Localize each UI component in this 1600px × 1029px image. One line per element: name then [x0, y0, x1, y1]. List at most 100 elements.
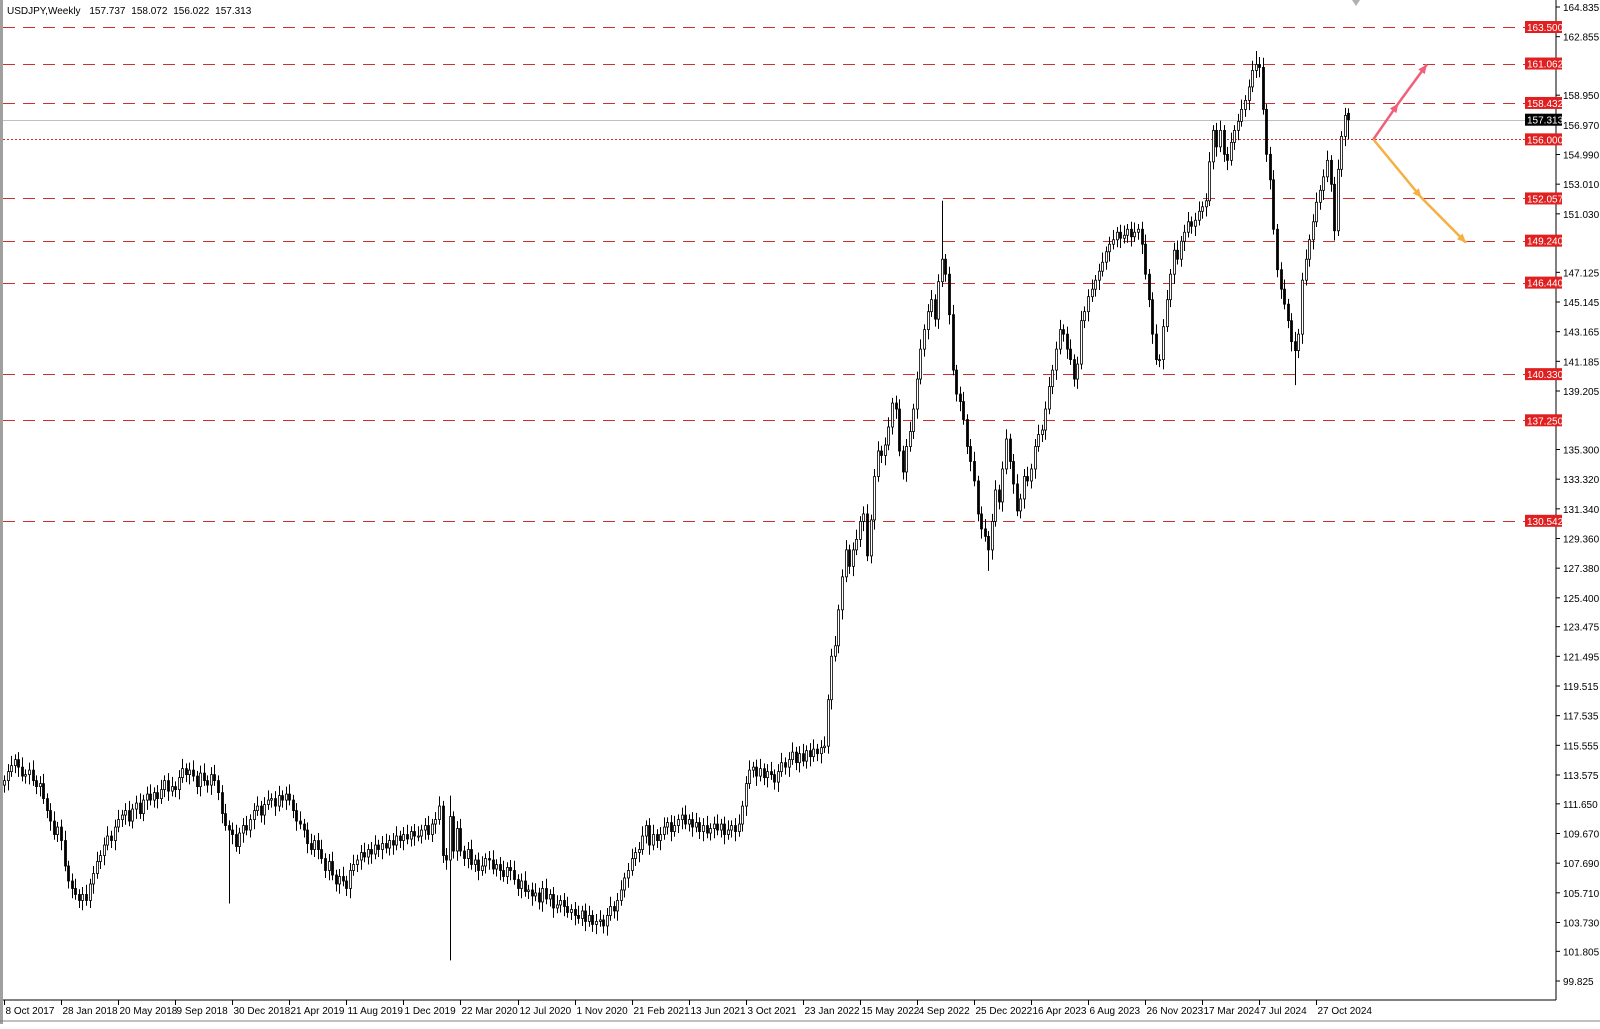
- level-price-label: 152.057: [1525, 192, 1564, 205]
- candle: [959, 386, 962, 412]
- candle: [891, 397, 894, 435]
- bull-candle-body: [627, 870, 630, 879]
- candle: [196, 770, 199, 795]
- bear-candle-body: [691, 819, 694, 828]
- candle: [49, 803, 52, 831]
- bull-candle-body: [188, 769, 191, 776]
- candle: [349, 863, 352, 899]
- bull-candle-body: [434, 819, 437, 825]
- candle: [666, 817, 669, 835]
- bear-candle-body: [602, 919, 605, 927]
- bear-candle-body: [770, 771, 773, 776]
- level-price-label: 163.500: [1525, 21, 1564, 34]
- candle: [1237, 113, 1240, 141]
- candle: [902, 445, 905, 480]
- candle: [210, 767, 213, 795]
- candle: [495, 859, 498, 877]
- price-axis[interactable]: 164.835 162.855 158.950 156.970 154.990 153.0…: [1556, 3, 1600, 988]
- bear-candle-body: [74, 888, 77, 895]
- bear-candle-body: [1190, 221, 1193, 227]
- bull-candle-body: [1326, 159, 1329, 178]
- level-price-label: 158.432: [1525, 96, 1564, 110]
- bull-candle-body: [834, 645, 837, 657]
- candle: [67, 860, 70, 889]
- bull-candle-body: [256, 805, 259, 811]
- candle: [909, 421, 912, 452]
- candle: [566, 896, 569, 918]
- price-tick-label: 129.360: [1563, 534, 1600, 545]
- candle: [242, 818, 245, 843]
- time-axis[interactable]: 8 Oct 2017 28 Jan 2018 20 May 2018 9 Sep 20…: [4, 1000, 1373, 1017]
- candle: [424, 818, 427, 840]
- bear-candle-body: [295, 810, 298, 822]
- bear-candle-body: [1066, 333, 1069, 350]
- bear-candle-body: [1062, 329, 1065, 335]
- candle: [527, 884, 530, 899]
- bull-candle-body: [381, 843, 384, 850]
- bull-candle-body: [163, 780, 166, 791]
- bull-candle-body: [1123, 234, 1126, 239]
- bull-candle-body: [114, 826, 117, 841]
- bear-candle-body: [492, 859, 495, 870]
- candle: [160, 779, 163, 804]
- candle: [994, 480, 997, 527]
- level-price-label-background: [1525, 192, 1562, 205]
- bear-candle-body: [656, 834, 659, 841]
- bear-candle-body: [499, 864, 502, 871]
- candle: [92, 866, 95, 894]
- bear-candle-body: [185, 768, 188, 776]
- price-tick-label: 145.145: [1563, 298, 1600, 309]
- bull-candle-body: [1137, 228, 1140, 233]
- candle: [848, 544, 851, 574]
- level-price-label-text: 156.000: [1527, 135, 1564, 146]
- arrowhead-icon: [1412, 188, 1422, 198]
- bull-candle-body: [713, 823, 716, 829]
- date-tick-label: 6 Aug 2023: [1090, 1006, 1141, 1017]
- candle: [1219, 120, 1222, 153]
- candle: [78, 889, 81, 908]
- candle: [845, 540, 848, 583]
- bear-candle-body: [288, 793, 291, 801]
- candle: [1105, 246, 1108, 270]
- bull-candle-body: [638, 849, 641, 853]
- candle: [213, 764, 216, 786]
- candle: [1037, 424, 1040, 452]
- date-tick-label: 4 Sep 2022: [919, 1006, 971, 1017]
- chart-shift-marker-icon[interactable]: [1352, 0, 1360, 6]
- price-tick-label: 151.030: [1563, 210, 1600, 221]
- price-tick-label: 162.855: [1563, 33, 1600, 44]
- candle: [1012, 453, 1015, 494]
- bull-candle-body: [930, 299, 933, 313]
- bull-candle-body: [652, 834, 655, 846]
- bull-candle-body: [1076, 363, 1079, 380]
- bull-candle-body: [534, 892, 537, 897]
- price-tick-label: 107.690: [1563, 859, 1600, 870]
- bear-candle-body: [281, 795, 284, 801]
- bear-candle-body: [795, 751, 798, 764]
- bull-candle-body: [484, 858, 487, 867]
- bull-candle-body: [253, 810, 256, 820]
- candle: [434, 812, 437, 834]
- bull-candle-body: [745, 783, 748, 807]
- candle: [706, 815, 709, 839]
- bear-candle-body: [235, 834, 238, 847]
- candle: [417, 826, 420, 842]
- bear-candle-body: [1155, 333, 1158, 361]
- candle: [320, 839, 323, 864]
- candle: [427, 815, 430, 840]
- bull-candle-body: [1055, 348, 1058, 371]
- bear-candle-body: [1144, 243, 1147, 275]
- bull-candle-body: [659, 834, 662, 841]
- bid-price-label: 157.313: [1525, 113, 1564, 127]
- candle: [606, 907, 609, 936]
- bull-candle-body: [1305, 258, 1308, 281]
- candle: [1233, 125, 1236, 150]
- bull-candle-body: [92, 873, 95, 885]
- bear-candle-body: [1009, 438, 1012, 462]
- candle: [866, 504, 869, 562]
- bear-candle-body: [49, 810, 52, 822]
- candle: [556, 895, 559, 914]
- level-price-label: 137.250: [1525, 414, 1564, 427]
